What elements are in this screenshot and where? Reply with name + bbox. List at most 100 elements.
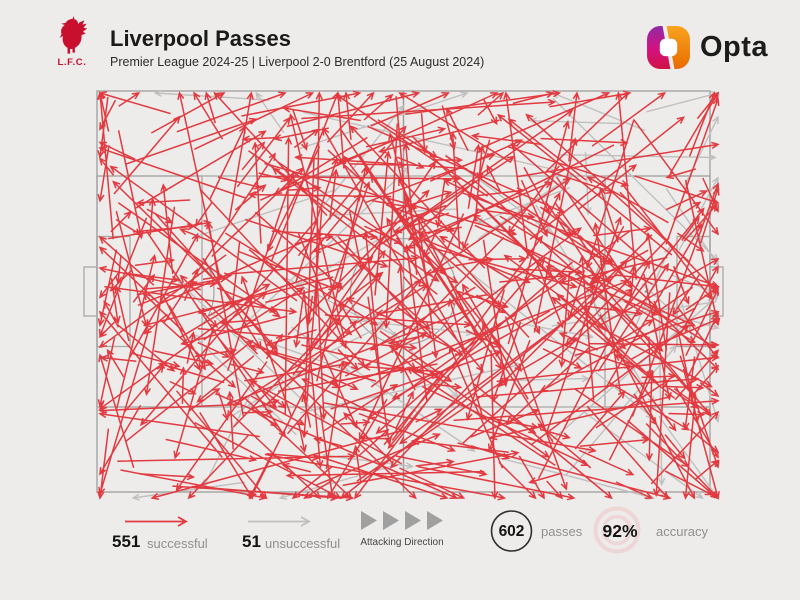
unsuccessful-pass-arrow <box>683 115 719 188</box>
successful-pass-arrow <box>240 275 293 418</box>
successful-pass-arrow <box>650 410 720 485</box>
successful-pass-arrow <box>623 207 705 312</box>
successful-pass-arrow <box>249 343 377 382</box>
successful-pass-arrow <box>179 283 271 338</box>
attacking-direction-icon <box>361 511 443 530</box>
successful-pass-arrow <box>165 438 258 463</box>
successful-pass-arrow <box>342 450 520 487</box>
successful-pass-arrow <box>98 310 223 458</box>
successful-pass-arrow <box>699 381 720 398</box>
successful-pass-arrow <box>305 295 314 326</box>
lfc-crest: L.F.C. <box>54 16 90 68</box>
successful-pass-arrow <box>683 203 718 242</box>
successful-pass-arrow <box>619 191 720 295</box>
successful-pass-arrow <box>255 343 417 500</box>
successful-pass-arrow <box>217 392 230 421</box>
successful-pass-arrow <box>150 92 226 134</box>
successful-pass-arrow <box>179 274 259 355</box>
successful-pass-arrow <box>315 433 442 486</box>
successful-pass-arrow <box>496 113 673 256</box>
successful-pass-arrow <box>154 213 278 351</box>
successful-pass-arrow <box>558 332 599 351</box>
successful-pass-arrow <box>518 455 545 500</box>
successful-pass-arrow <box>277 161 459 284</box>
successful-pass-arrow <box>264 453 507 501</box>
successful-pass-arrow <box>456 290 523 373</box>
opta-logo-icon <box>647 26 690 69</box>
successful-pass-arrow <box>593 225 653 237</box>
successful-pass-arrow <box>498 461 537 500</box>
successful-pass-arrow <box>273 127 329 142</box>
successful-pass-arrow <box>652 292 671 498</box>
successful-pass-arrow <box>512 90 555 105</box>
successful-pass-arrow <box>668 410 706 419</box>
successful-pass-arrow <box>423 228 439 259</box>
successful-pass-arrow <box>383 257 546 446</box>
successful-pass-arrow <box>665 168 697 180</box>
successful-pass-arrow <box>510 268 584 276</box>
successful-pass-arrow <box>549 90 632 108</box>
left-goal <box>83 266 98 317</box>
successful-pass-arrow <box>186 331 196 364</box>
successful-pass-arrow <box>546 480 564 500</box>
successful-pass-arrow <box>615 481 654 499</box>
successful-pass-arrow <box>403 276 484 372</box>
successful-pass-arrow <box>682 394 697 500</box>
successful-pass-arrow <box>194 202 213 228</box>
successful-pass-arrow <box>285 470 485 480</box>
successful-pass-arrow <box>294 234 334 245</box>
successful-count: 551 <box>112 532 141 551</box>
successful-pass-arrow <box>177 91 221 277</box>
successful-pass-arrow <box>244 398 353 500</box>
successful-pass-arrow <box>645 369 654 462</box>
legend-graphics <box>125 506 641 554</box>
header-titles: Liverpool Passes Premier League 2024-25 … <box>110 26 484 69</box>
successful-pass-arrow <box>468 255 527 263</box>
successful-pass-arrow <box>286 278 422 435</box>
successful-pass-arrow <box>194 422 342 499</box>
successful-pass-arrow <box>342 91 352 140</box>
successful-pass-arrow <box>315 454 449 500</box>
successful-pass-arrow <box>410 437 509 454</box>
unsuccessful-pass-arrow <box>583 411 704 499</box>
successful-pass-arrow <box>136 275 229 296</box>
successful-pass-arrow <box>337 348 359 371</box>
successful-pass-arrow <box>388 334 424 346</box>
successful-pass-arrow <box>533 137 578 333</box>
successful-pass-arrow <box>326 91 375 143</box>
successful-pass-arrow <box>104 285 298 315</box>
successful-pass-arrow <box>394 390 414 430</box>
successful-pass-arrow <box>499 272 566 283</box>
successful-pass-arrow <box>608 381 690 431</box>
successful-pass-arrow <box>199 412 254 500</box>
unsuccessful-pass-arrow <box>558 153 717 162</box>
unsuccessful-label: unsuccessful <box>265 536 341 551</box>
successful-pass-arrow <box>139 218 318 427</box>
successful-pass-arrow <box>139 473 196 481</box>
successful-pass-arrow <box>163 152 276 323</box>
successful-pass-arrow <box>175 390 268 500</box>
successful-pass-arrow <box>618 319 654 342</box>
successful-pass-arrow <box>504 316 568 491</box>
successful-pass-arrow <box>585 119 635 270</box>
successful-pass-arrow <box>379 155 516 246</box>
successful-pass-arrow <box>429 139 524 182</box>
accuracy-label: accuracy <box>656 524 709 539</box>
opta-wordmark: Opta <box>700 31 769 63</box>
successful-pass-arrow <box>228 91 254 223</box>
successful-pass-arrow <box>537 260 650 480</box>
successful-pass-arrow <box>294 157 339 283</box>
successful-pass-arrow <box>407 180 476 241</box>
successful-pass-arrow <box>197 341 231 358</box>
successful-pass-arrow <box>665 190 709 211</box>
successful-pass-arrow <box>157 361 225 384</box>
successful-pass-arrow <box>131 352 181 369</box>
successful-pass-arrow <box>267 146 321 253</box>
successful-pass-arrow <box>387 338 480 449</box>
successful-pass-arrow <box>226 390 234 450</box>
successful-pass-arrow <box>340 418 371 427</box>
successful-pass-arrow <box>474 224 697 327</box>
successful-pass-arrow <box>503 91 529 259</box>
attacking-direction-label: Attacking Direction <box>360 537 444 548</box>
